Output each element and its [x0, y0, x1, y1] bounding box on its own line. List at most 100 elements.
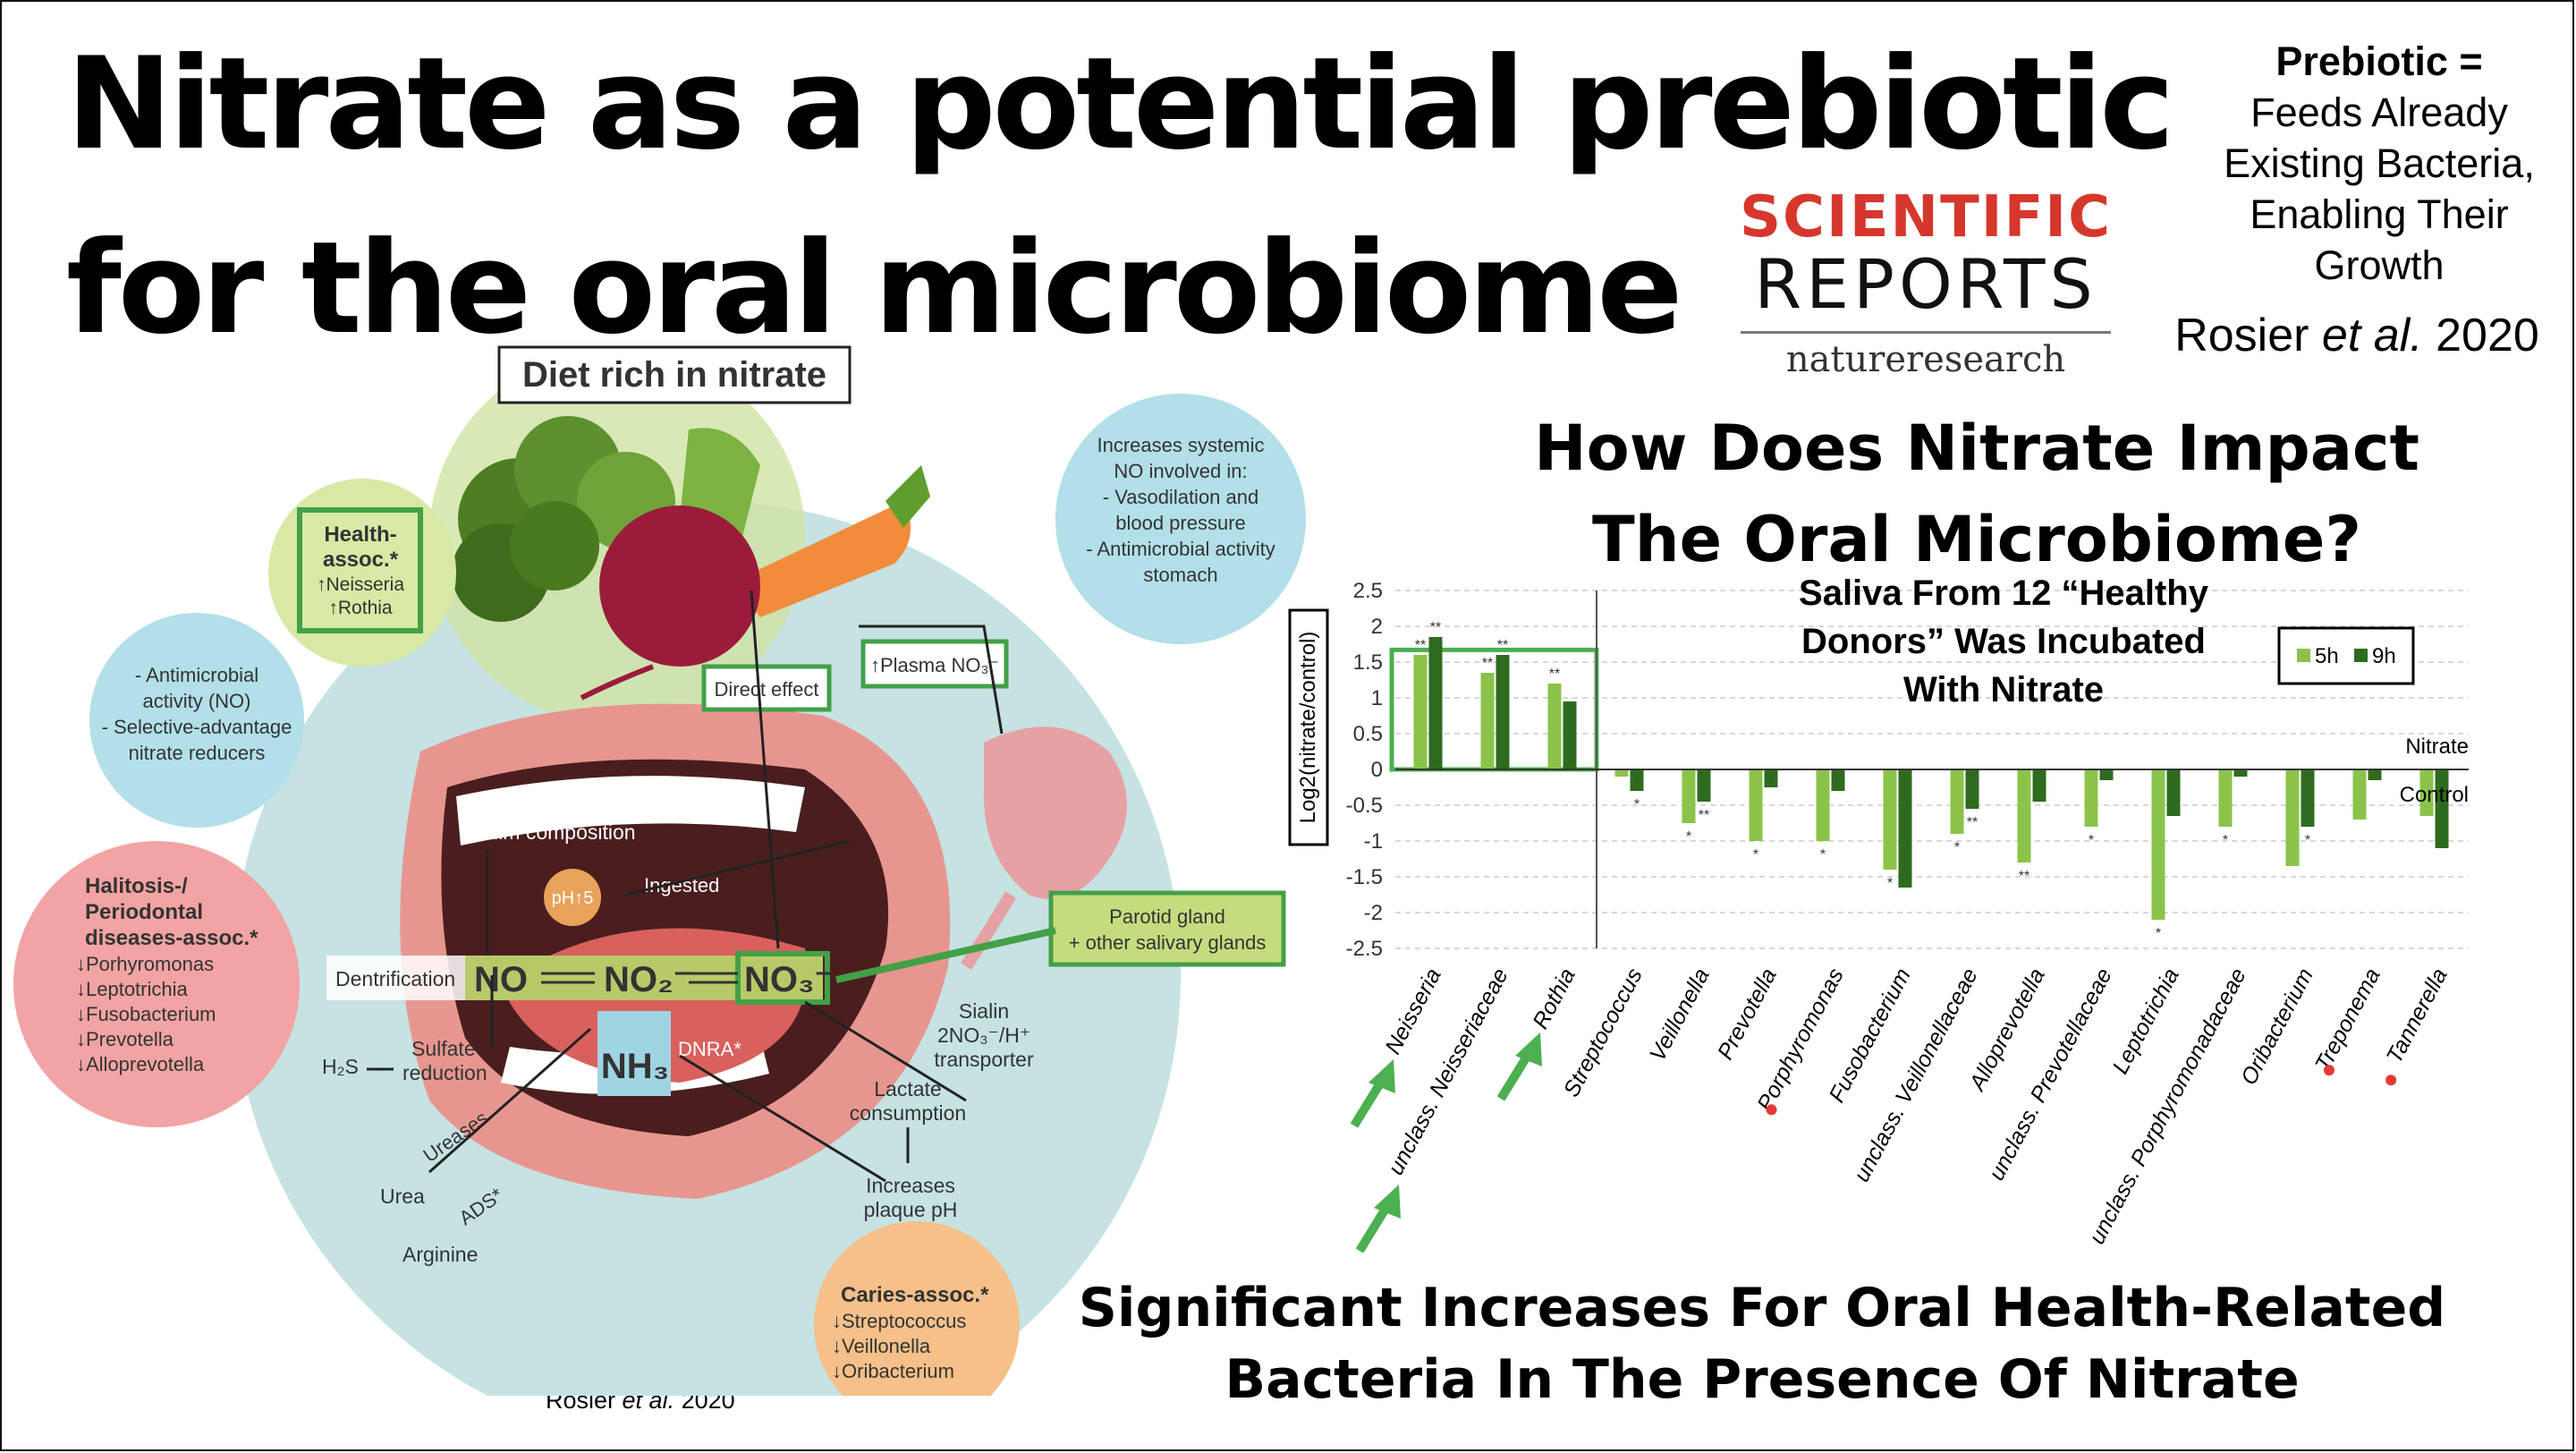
y-tick-label: -1.5: [1346, 865, 1383, 889]
antimicrobial-line-4: nitrate reducers: [129, 742, 266, 764]
y-axis-label: Log2(nitrate/control): [1296, 632, 1320, 824]
prebiotic-line-2: Existing Bacteria,: [2224, 140, 2535, 186]
conclusion-line-1: Significant Increases For Oral Health-Re…: [1078, 1277, 2446, 1339]
significance-mark: **: [1699, 808, 1709, 823]
green-arrows: [1350, 1032, 1542, 1253]
plasma-box: [860, 639, 1009, 689]
arginine-label: Arginine: [402, 1243, 478, 1266]
no2-label: NO₂⁻: [604, 960, 692, 999]
ph-label: pH↑5: [552, 888, 594, 908]
halitosis-line-5: ↓Leptotrichia: [76, 978, 189, 1000]
bar-9h-2: [1563, 701, 1577, 769]
biofilm-line-1: Changes in: [461, 797, 564, 820]
citation-author: Rosier: [2174, 310, 2322, 361]
arrow-neisseriaceae-shaft: [1355, 1202, 1393, 1253]
halitosis-bubble: Halitosis-/ Periodontal diseases-assoc.*…: [13, 841, 300, 1127]
citation-top: Rosier et al. 2020: [2147, 309, 2567, 362]
significance-mark: *: [1686, 829, 1691, 845]
parotid-box: [1048, 890, 1286, 967]
significance-mark: *: [1634, 797, 1640, 812]
biofilm-line-2: biofilm composition: [461, 820, 636, 844]
bar-9h-11: [2166, 769, 2181, 816]
bar-5h-2: [1547, 684, 1562, 769]
y-tick-label: -2.5: [1346, 937, 1383, 961]
bar-5h-4: [1682, 769, 1696, 823]
systemic-line-2: NO involved in:: [1114, 460, 1247, 482]
caries-line-3: ↓Veillonella: [832, 1335, 931, 1357]
y-tick-label: 1: [1371, 686, 1383, 710]
side-label-nitrate: Nitrate: [2405, 735, 2469, 759]
journal-publisher: natureresearch: [1785, 339, 2066, 380]
chart-title-line-2: Donors” Was Incubated: [1801, 622, 2206, 661]
cycle-bar: [465, 956, 823, 1000]
significance-mark: **: [1482, 656, 1493, 671]
systemic-line-1: Increases systemic: [1097, 434, 1264, 456]
legend-label-5h: 5h: [2315, 644, 2339, 668]
significance-mark: **: [2019, 869, 2029, 884]
bar-9h-12: [2233, 769, 2248, 777]
significance-mark: *: [2156, 926, 2161, 941]
journal-logo: SCIENTIFIC REPORTS natureresearch: [1733, 186, 2118, 380]
direct-effect-label: Direct effect: [715, 678, 819, 701]
category-label: Leptotrichia: [2107, 964, 2183, 1078]
halitosis-line-6: ↓Fusobacterium: [76, 1003, 216, 1025]
bar-5h-0: [1413, 655, 1428, 769]
plaque-line-2: plaque pH: [864, 1198, 958, 1221]
caries-bubble: Caries-assoc.* ↓Streptococcus ↓Veillonel…: [814, 1221, 1020, 1396]
nitrate-cycle-diagram: Health- assoc.* ↑Neisseria ↑Rothia Incre…: [13, 345, 1306, 1396]
category-label: Neisseria: [1380, 964, 1446, 1058]
conclusion-line-2: Bacteria In The Presence Of Nitrate: [1224, 1348, 2300, 1411]
halitosis-line-1: Halitosis-/: [85, 874, 188, 898]
category-label: unclass. Porphyromonadaceae: [2084, 964, 2251, 1248]
citation-year: 2020: [2422, 310, 2539, 361]
journal-divider: [1741, 331, 2111, 334]
bar-9h-7: [1898, 769, 1912, 888]
nh3-label: NH₃: [601, 1047, 669, 1086]
antimicrobial-line-2: activity (NO): [143, 690, 251, 712]
bar-9h-9: [2032, 769, 2046, 802]
plasma-label: ↑Plasma NO₃⁻: [870, 654, 999, 676]
sulfate-line-1: Sulfate: [411, 1037, 476, 1060]
bar-5h-6: [1816, 769, 1830, 841]
halitosis-line-7: ↓Prevotella: [76, 1028, 174, 1050]
vegetables-illustration: [429, 349, 930, 725]
question-line-1: How Does Nitrate Impact: [1534, 412, 2419, 485]
bar-5h-5: [1749, 769, 1763, 841]
significance-mark: **: [1549, 667, 1560, 682]
halitosis-line-3: diseases-assoc.*: [85, 926, 258, 950]
sialin-line-1: Sialin: [959, 999, 1009, 1023]
chart-legend: 5h 9h: [2277, 626, 2415, 685]
legend-swatch-9h: [2354, 649, 2368, 662]
antimicrobial-bubble: - Antimicrobial activity (NO) - Selectiv…: [89, 613, 304, 828]
ingested-label: Ingested: [644, 874, 719, 896]
category-label: unclass. Prevotellaceae: [1984, 964, 2117, 1185]
category-label: unclass. Neisseriaceae: [1383, 964, 1513, 1179]
bar-9h-14: [2368, 769, 2382, 780]
halitosis-line-8: ↓Alloprevotella: [76, 1053, 205, 1075]
citation-etal: et al.: [2321, 310, 2423, 361]
legend-swatch-5h: [2297, 649, 2310, 662]
bar-9h-10: [2099, 769, 2114, 780]
prebiotic-line-1: Feeds Already: [2250, 89, 2508, 135]
bar-9h-6: [1831, 769, 1845, 791]
pathway-arrows: [367, 590, 1004, 1183]
question-heading: How Does Nitrate Impact The Oral Microbi…: [1467, 403, 2487, 585]
parotid-arrow: [835, 927, 1056, 983]
title-line-1: Nitrate as a potential prebiotic: [66, 30, 2174, 178]
direct-effect-box: [701, 664, 832, 712]
bar-5h-9: [2017, 769, 2031, 862]
bar-5h-1: [1480, 673, 1495, 769]
arrow-rothia: [1515, 1032, 1542, 1066]
parotid-line-2: + other salivary glands: [1069, 931, 1267, 954]
arrow-rothia-shaft: [1496, 1049, 1534, 1101]
category-label: Rothia: [1528, 964, 1580, 1033]
significance-mark: **: [1415, 638, 1426, 653]
h2s-label: H₂S: [322, 1055, 359, 1078]
significance-mark: *: [1820, 847, 1826, 862]
sulfate-line-2: reduction: [402, 1061, 487, 1084]
slide-title: Nitrate as a potential prebiotic for the…: [66, 13, 2174, 381]
bar-9h-1: [1496, 655, 1510, 769]
y-tick-label: 2.5: [1353, 579, 1383, 603]
y-tick-labels: 2.5 2 1.5 1 0.5 0 -0.5 -1 -1.5 -2 -2.5: [1346, 579, 1383, 961]
systemic-line-4: blood pressure: [1115, 512, 1246, 534]
